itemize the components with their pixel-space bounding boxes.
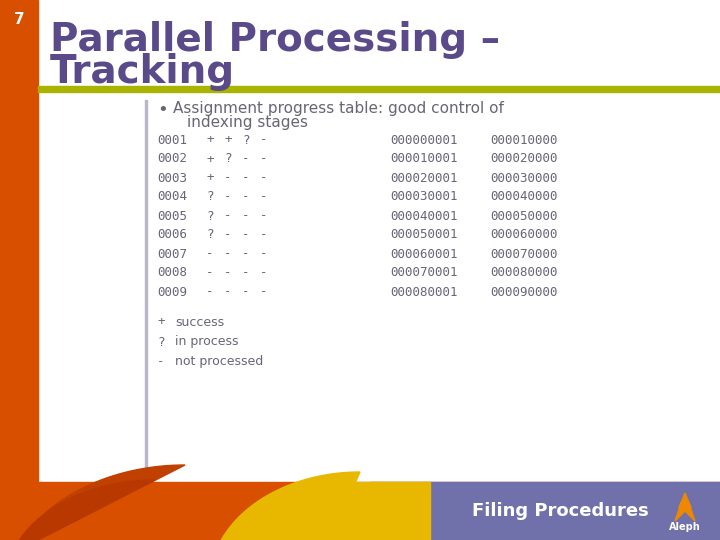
Text: -: - xyxy=(224,191,232,204)
Text: -: - xyxy=(224,210,232,222)
Text: 000080000: 000080000 xyxy=(490,267,557,280)
Text: 000050001: 000050001 xyxy=(390,228,457,241)
Text: -: - xyxy=(260,191,268,204)
Text: ?: ? xyxy=(206,210,214,222)
Text: ?: ? xyxy=(224,152,232,165)
Text: 7: 7 xyxy=(14,12,24,28)
Text: 000030000: 000030000 xyxy=(490,172,557,185)
Text: 000070000: 000070000 xyxy=(490,247,557,260)
Text: 0007: 0007 xyxy=(157,247,187,260)
Text: -: - xyxy=(260,172,268,185)
Text: ?: ? xyxy=(206,191,214,204)
Text: -: - xyxy=(260,133,268,146)
Polygon shape xyxy=(210,472,360,540)
Text: 000020001: 000020001 xyxy=(390,172,457,185)
Text: -: - xyxy=(224,228,232,241)
Bar xyxy=(0,0,38,540)
Text: 0003: 0003 xyxy=(157,172,187,185)
Text: -: - xyxy=(224,172,232,185)
Text: -: - xyxy=(224,267,232,280)
Text: +: + xyxy=(206,172,214,185)
Text: -: - xyxy=(242,152,250,165)
Text: 000010001: 000010001 xyxy=(390,152,457,165)
Text: 000000001: 000000001 xyxy=(390,133,457,146)
Text: Aleph: Aleph xyxy=(669,522,701,532)
Text: success: success xyxy=(175,315,224,328)
Text: 0006: 0006 xyxy=(157,228,187,241)
Text: -: - xyxy=(206,286,214,299)
Text: not processed: not processed xyxy=(175,355,264,368)
Text: Filing Procedures: Filing Procedures xyxy=(472,502,649,520)
Text: 0004: 0004 xyxy=(157,191,187,204)
Text: ?: ? xyxy=(206,228,214,241)
Text: 000070001: 000070001 xyxy=(390,267,457,280)
Text: -: - xyxy=(224,247,232,260)
Bar xyxy=(38,92,720,482)
Bar xyxy=(0,482,720,540)
Polygon shape xyxy=(5,465,185,540)
Text: -: - xyxy=(242,172,250,185)
Text: -: - xyxy=(157,355,164,368)
Text: 000010000: 000010000 xyxy=(490,133,557,146)
Text: 000040001: 000040001 xyxy=(390,210,457,222)
Text: -: - xyxy=(242,228,250,241)
Text: 000050000: 000050000 xyxy=(490,210,557,222)
Text: 000060000: 000060000 xyxy=(490,228,557,241)
Text: -: - xyxy=(242,286,250,299)
Text: +: + xyxy=(157,315,164,328)
Text: -: - xyxy=(206,247,214,260)
Text: 0002: 0002 xyxy=(157,152,187,165)
Text: -: - xyxy=(260,267,268,280)
Text: 000090000: 000090000 xyxy=(490,286,557,299)
Text: -: - xyxy=(224,286,232,299)
Text: ?: ? xyxy=(242,133,250,146)
Text: -: - xyxy=(242,247,250,260)
Text: •: • xyxy=(157,101,168,119)
Text: 0009: 0009 xyxy=(157,286,187,299)
Text: -: - xyxy=(206,267,214,280)
Text: indexing stages: indexing stages xyxy=(187,114,308,130)
Text: 0005: 0005 xyxy=(157,210,187,222)
Text: 000040000: 000040000 xyxy=(490,191,557,204)
Text: 000030001: 000030001 xyxy=(390,191,457,204)
Text: +: + xyxy=(224,133,232,146)
Text: -: - xyxy=(242,191,250,204)
Text: 000080001: 000080001 xyxy=(390,286,457,299)
Bar xyxy=(370,482,720,540)
Bar xyxy=(145,100,147,475)
Bar xyxy=(38,86,720,92)
Text: +: + xyxy=(206,152,214,165)
Text: -: - xyxy=(242,267,250,280)
Text: 0001: 0001 xyxy=(157,133,187,146)
Text: Tracking: Tracking xyxy=(50,53,235,91)
Text: -: - xyxy=(260,152,268,165)
Text: in process: in process xyxy=(175,335,238,348)
Text: 000020000: 000020000 xyxy=(490,152,557,165)
Text: -: - xyxy=(260,247,268,260)
Text: Parallel Processing –: Parallel Processing – xyxy=(50,21,500,59)
Text: ?: ? xyxy=(157,335,164,348)
Text: Assignment progress table: good control of: Assignment progress table: good control … xyxy=(173,100,504,116)
Text: -: - xyxy=(260,228,268,241)
Text: -: - xyxy=(260,210,268,222)
Text: 000060001: 000060001 xyxy=(390,247,457,260)
Text: -: - xyxy=(260,286,268,299)
Polygon shape xyxy=(330,482,430,540)
Text: +: + xyxy=(206,133,214,146)
Text: -: - xyxy=(242,210,250,222)
Polygon shape xyxy=(5,480,155,540)
Text: 0008: 0008 xyxy=(157,267,187,280)
Polygon shape xyxy=(675,493,695,521)
